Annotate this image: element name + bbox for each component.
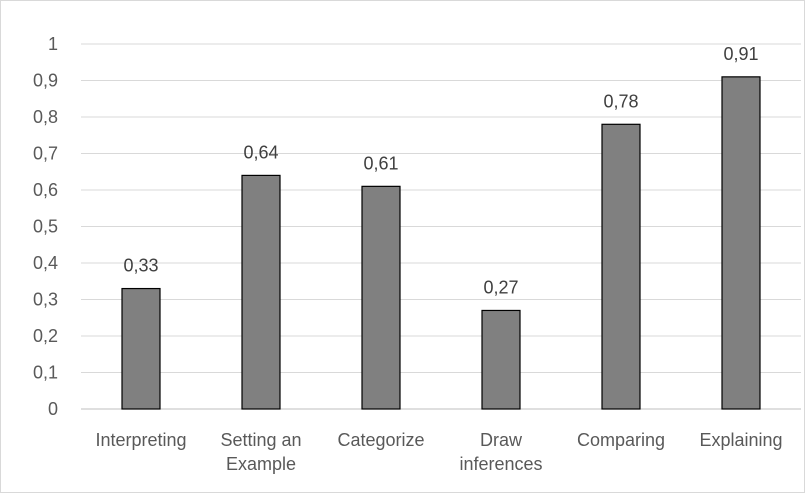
y-axis-tick-labels: 0 0,1 0,2 0,3 0,4 0,5 0,6 0,7 0,8 0,9 1 — [33, 34, 58, 419]
data-labels: 0,33 0,64 0,61 0,27 0,78 0,91 — [123, 44, 758, 298]
data-label: 0,78 — [603, 91, 638, 111]
y-tick-label: 0,4 — [33, 253, 58, 273]
data-label: 0,64 — [243, 142, 278, 162]
category-label: Setting an — [220, 430, 301, 450]
y-tick-label: 0,8 — [33, 107, 58, 127]
category-label: Interpreting — [95, 430, 186, 450]
y-tick-label: 0,3 — [33, 290, 58, 310]
category-label: Comparing — [577, 430, 665, 450]
data-label: 0,27 — [483, 277, 518, 297]
y-tick-label: 0,7 — [33, 144, 58, 164]
data-label: 0,61 — [363, 153, 398, 173]
category-labels: Interpreting Setting an Example Categorize D… — [95, 430, 782, 474]
data-label: 0,33 — [123, 256, 158, 276]
bars — [121, 76, 761, 410]
gridlines — [81, 43, 801, 373]
bar — [601, 123, 641, 410]
category-label: Categorize — [337, 430, 424, 450]
y-tick-label: 0,1 — [33, 363, 58, 383]
category-label: Example — [226, 454, 296, 474]
y-tick-label: 0 — [48, 399, 58, 419]
bar — [481, 309, 521, 410]
bar — [241, 174, 281, 410]
category-label: inferences — [459, 454, 542, 474]
bar — [121, 287, 161, 410]
bar — [721, 76, 761, 410]
bar — [361, 185, 401, 410]
y-tick-label: 1 — [48, 34, 58, 54]
category-label: Draw — [480, 430, 523, 450]
data-label: 0,91 — [723, 44, 758, 64]
y-tick-label: 0,9 — [33, 71, 58, 91]
y-tick-label: 0,5 — [33, 217, 58, 237]
y-tick-label: 0,6 — [33, 180, 58, 200]
y-tick-label: 0,2 — [33, 326, 58, 346]
category-label: Explaining — [699, 430, 782, 450]
